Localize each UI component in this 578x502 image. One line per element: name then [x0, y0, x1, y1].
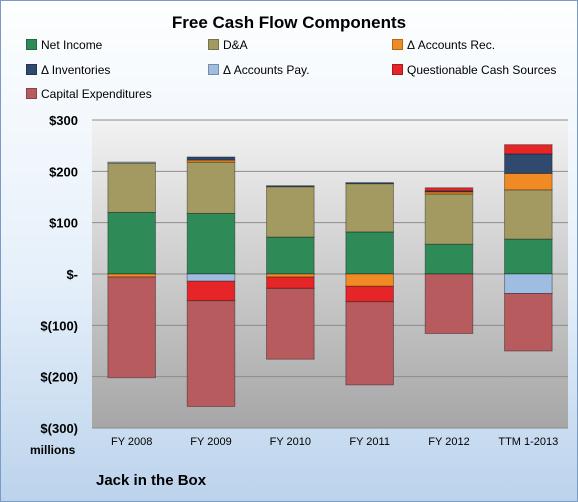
bar-segment — [186, 273, 236, 282]
bar-segment — [107, 161, 156, 164]
legend-label: Δ Inventories — [41, 63, 111, 77]
bar-segment — [107, 276, 156, 379]
bar-segment — [107, 211, 156, 275]
bar-segment — [504, 172, 553, 191]
bar-segment — [424, 193, 474, 245]
legend-label: Δ Accounts Rec. — [407, 38, 496, 52]
bar-segment — [504, 273, 553, 295]
company-name: Jack in the Box — [96, 472, 207, 489]
legend-label: Δ Accounts Pay. — [223, 63, 310, 77]
y-tick-label: $(300) — [40, 421, 78, 436]
legend-label: Net Income — [41, 38, 103, 52]
legend-label: Capital Expenditures — [41, 87, 152, 101]
legend-label: Questionable Cash Sources — [407, 63, 557, 77]
legend-item-accounts-pay: Δ Accounts Pay. — [208, 63, 310, 77]
legend-swatch — [26, 88, 37, 99]
legend-swatch — [392, 64, 403, 75]
bar-segment — [424, 273, 474, 335]
legend-swatch — [208, 39, 219, 50]
y-tick-label: $(200) — [40, 370, 78, 385]
bar-segment — [345, 182, 394, 185]
bar-segment — [424, 243, 474, 275]
bar-segment — [266, 186, 315, 238]
x-tick-label: FY 2011 — [349, 436, 390, 448]
bar-segment — [504, 144, 553, 155]
bar-segment — [345, 231, 394, 275]
bar-segment — [504, 189, 553, 240]
x-tick-label: TTM 1-2013 — [498, 436, 558, 448]
x-tick-label: FY 2009 — [190, 436, 231, 448]
legend-swatch — [26, 39, 37, 50]
y-tick-label: $- — [66, 267, 78, 282]
bar-segment — [266, 276, 315, 289]
bar-segment — [266, 185, 315, 188]
bar-segment — [345, 285, 394, 303]
bar-segment — [345, 273, 394, 287]
y-tick-label: $(100) — [40, 318, 78, 333]
x-tick-label: FY 2008 — [111, 436, 152, 448]
bar-segment — [345, 301, 394, 386]
bar-segment — [186, 280, 236, 302]
legend-item-questionable-cash: Questionable Cash Sources — [392, 63, 556, 77]
bar-segment — [345, 183, 394, 233]
y-tick-label: $300 — [49, 113, 78, 128]
bar-segment — [424, 187, 474, 192]
y-tick-label: $200 — [49, 164, 78, 179]
bar-segment — [186, 156, 236, 161]
legend-item-accounts-rec: Δ Accounts Rec. — [392, 38, 495, 52]
bar-segment — [504, 293, 553, 352]
units-label: millions — [30, 443, 76, 457]
legend-item-inventories: Δ Inventories — [26, 63, 110, 77]
bar-segment — [186, 300, 236, 407]
x-tick-label: FY 2010 — [270, 436, 311, 448]
bar-segment — [266, 287, 315, 360]
legend-swatch — [26, 64, 37, 75]
chart-title: Free Cash Flow Components — [171, 13, 407, 32]
bar-segment — [504, 238, 553, 275]
legend-item-capex: Capital Expenditures — [26, 87, 152, 101]
x-tick-label: FY 2012 — [428, 436, 469, 448]
legend-swatch — [392, 39, 403, 50]
legend-label: D&A — [223, 38, 248, 52]
bar-segment — [186, 161, 236, 214]
y-tick-label: $100 — [49, 216, 78, 231]
legend-item-d-and-a: D&A — [208, 38, 248, 52]
bar-segment — [186, 212, 236, 275]
bar-segment — [266, 236, 315, 275]
legend-item-net-income: Net Income — [26, 38, 102, 52]
bar-segment — [504, 153, 553, 174]
legend-swatch — [208, 64, 219, 75]
bar-segment — [107, 162, 156, 213]
